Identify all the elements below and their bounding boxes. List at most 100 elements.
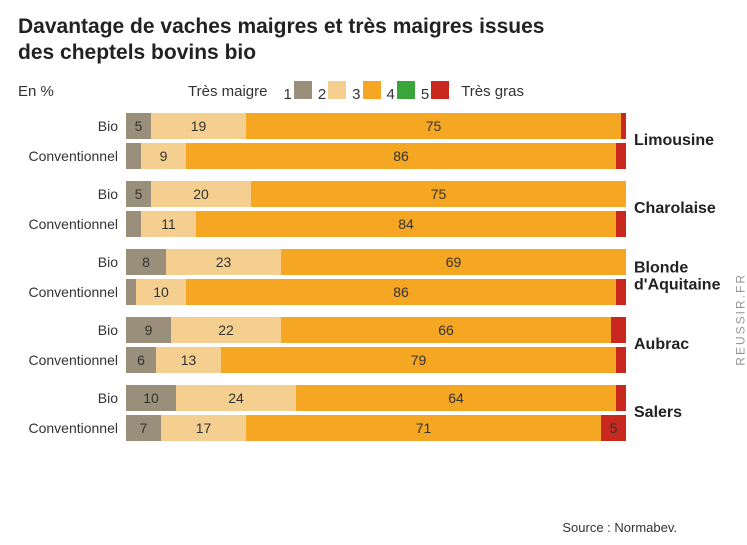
- breed-group: Bio 9 22 66 Conventionnel 6 13 79 Aubrac: [18, 317, 729, 373]
- chart-body: Bio51975Conventionnel986LimousineBio5207…: [18, 113, 729, 441]
- bar-row: Conventionnel 10 86: [18, 279, 729, 305]
- segment-value: 75: [431, 186, 447, 202]
- segment-value: 22: [218, 322, 234, 338]
- segment-value: 24: [228, 390, 244, 406]
- breed-label: Limousine: [634, 132, 714, 150]
- bar-area: 5 1975: [126, 113, 626, 139]
- bar-segment: [126, 279, 136, 305]
- row-label: Bio: [18, 322, 126, 338]
- row-label: Conventionnel: [18, 420, 126, 436]
- legend-swatch: [328, 81, 346, 99]
- bar-segment: 5: [601, 415, 626, 441]
- bar-segment: 5: [126, 181, 151, 207]
- row-label: Conventionnel: [18, 284, 126, 300]
- segment-value: 17: [196, 420, 212, 436]
- segment-value: 9: [145, 322, 153, 338]
- bar-area: 8 23 69: [126, 249, 626, 275]
- bar-row: Conventionnel 6 13 79: [18, 347, 729, 373]
- bar-segment: 20: [151, 181, 251, 207]
- row-label: Conventionnel: [18, 216, 126, 232]
- bar-segment: 9: [126, 317, 171, 343]
- legend-right-label: Très gras: [461, 83, 524, 100]
- segment-value: 84: [398, 216, 414, 232]
- row-label: Bio: [18, 186, 126, 202]
- bar-segment: 64: [296, 385, 616, 411]
- breed-group: Bio51975Conventionnel986Limousine: [18, 113, 729, 169]
- segment-value: 6: [137, 352, 145, 368]
- segment-value: 79: [411, 352, 427, 368]
- legend-num: 5: [421, 86, 429, 103]
- bar-area: 9 86: [126, 143, 626, 169]
- bar-segment: 17: [161, 415, 246, 441]
- bar-segment: 79: [221, 347, 616, 373]
- chart-title: Davantage de vaches maigres et très maig…: [18, 14, 729, 67]
- bar-row: Bio82369: [18, 249, 729, 275]
- segment-value: 13: [181, 352, 197, 368]
- segment-value: 8: [142, 254, 150, 270]
- segment-value: 66: [438, 322, 454, 338]
- y-axis-label: En %: [18, 83, 128, 100]
- bar-row: Conventionnel 7 17 71 5: [18, 415, 729, 441]
- bar-area: 10 86: [126, 279, 626, 305]
- segment-value: 5: [135, 118, 143, 134]
- bar-segment: 66: [281, 317, 611, 343]
- segment-value: 71: [416, 420, 432, 436]
- breed-label: Aubrac: [634, 336, 689, 354]
- header-row: En % Très maigre 12345 Très gras: [18, 81, 729, 103]
- legend-swatch: [397, 81, 415, 99]
- bar-segment: 13: [156, 347, 221, 373]
- bar-segment: 6: [126, 347, 156, 373]
- bar-area: 7 17 71 5: [126, 415, 626, 441]
- segment-value: 64: [448, 390, 464, 406]
- breed-group: Bio 10 24 64 Conventionnel 7 17 71 5 Salers: [18, 385, 729, 441]
- segment-value: 20: [193, 186, 209, 202]
- row-label: Bio: [18, 390, 126, 406]
- bar-segment: 69: [281, 249, 626, 275]
- bar-segment: [126, 143, 141, 169]
- segment-value: 11: [161, 216, 176, 232]
- segment-value: 86: [393, 148, 409, 164]
- breed-label: Salers: [634, 404, 682, 422]
- bar-segment: [611, 317, 626, 343]
- bar-segment: 75: [246, 113, 621, 139]
- segment-value: 7: [140, 420, 148, 436]
- bar-segment: [616, 347, 626, 373]
- bar-segment: [616, 143, 626, 169]
- bar-area: 11 84: [126, 211, 626, 237]
- segment-value: 10: [153, 284, 169, 300]
- legend-num: 4: [387, 86, 395, 103]
- bar-segment: 71: [246, 415, 601, 441]
- legend-swatch: [294, 81, 312, 99]
- bar-segment: [616, 279, 626, 305]
- bar-row: Bio5 20 75: [18, 181, 729, 207]
- bar-segment: 10: [126, 385, 176, 411]
- segment-value: 9: [160, 148, 168, 164]
- breed-group: Bio82369Conventionnel1086Blonded'Aquitai…: [18, 249, 729, 305]
- bar-row: Conventionnel 9 86: [18, 143, 729, 169]
- legend-num: 2: [318, 86, 326, 103]
- bar-row: Bio 9 22 66: [18, 317, 729, 343]
- legend-num: 3: [352, 86, 360, 103]
- segment-value: 10: [143, 390, 159, 406]
- legend-num: 1: [283, 86, 291, 103]
- legend-swatch: [363, 81, 381, 99]
- bar-row: Bio51975: [18, 113, 729, 139]
- bar-segment: 84: [196, 211, 616, 237]
- segment-value: 23: [216, 254, 232, 270]
- bar-segment: [621, 113, 626, 139]
- bar-segment: 86: [186, 143, 616, 169]
- bar-segment: 86: [186, 279, 616, 305]
- legend: Très maigre 12345 Très gras: [128, 81, 729, 103]
- bar-segment: 9: [141, 143, 186, 169]
- bar-segment: 19: [151, 113, 246, 139]
- bar-area: 5 20 75: [126, 181, 626, 207]
- bar-segment: 22: [171, 317, 281, 343]
- bar-segment: 23: [166, 249, 281, 275]
- bar-segment: 11: [141, 211, 196, 237]
- row-label: Conventionnel: [18, 148, 126, 164]
- segment-value: 69: [446, 254, 462, 270]
- chart-source: Source : Normabev.: [562, 520, 677, 535]
- bar-segment: 7: [126, 415, 161, 441]
- breed-label: Charolaise: [634, 200, 716, 218]
- row-label: Conventionnel: [18, 352, 126, 368]
